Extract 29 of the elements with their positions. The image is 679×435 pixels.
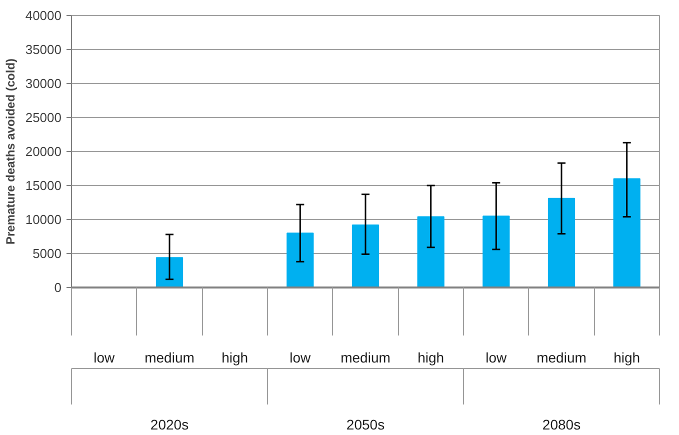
bar xyxy=(286,232,314,288)
y-tick-label: 0 xyxy=(54,280,62,295)
y-tick-label: 20000 xyxy=(25,144,62,159)
x-tick-label: medium xyxy=(536,350,586,366)
x-tick-label: low xyxy=(94,350,116,366)
bar xyxy=(352,224,380,288)
x-tick-label: high xyxy=(222,350,248,366)
bar xyxy=(482,216,510,288)
x-tick-label: high xyxy=(418,350,444,366)
y-tick-label: 40000 xyxy=(25,8,62,23)
y-tick-label: 10000 xyxy=(25,212,62,227)
bar xyxy=(417,216,444,288)
text: 2020s xyxy=(150,416,189,432)
y-tick-label: 30000 xyxy=(25,76,62,91)
y-tick-label: 15000 xyxy=(25,178,62,193)
y-tick-label: 35000 xyxy=(25,42,62,57)
bar xyxy=(156,257,184,288)
x-tick-label: medium xyxy=(340,350,390,366)
text: 2050s xyxy=(346,416,385,432)
x-tick-label: low xyxy=(290,350,312,366)
bar xyxy=(548,198,576,288)
text: 2080s xyxy=(542,416,581,432)
x-tick-label: medium xyxy=(144,350,194,366)
y-tick-label: 5000 xyxy=(32,246,62,261)
bar xyxy=(613,178,640,288)
y-axis-title: Premature deaths avoided (cold) xyxy=(3,58,18,245)
y-tick-label: 25000 xyxy=(25,110,62,125)
x-tick-label: low xyxy=(486,350,508,366)
x-tick-label: high xyxy=(614,350,640,366)
